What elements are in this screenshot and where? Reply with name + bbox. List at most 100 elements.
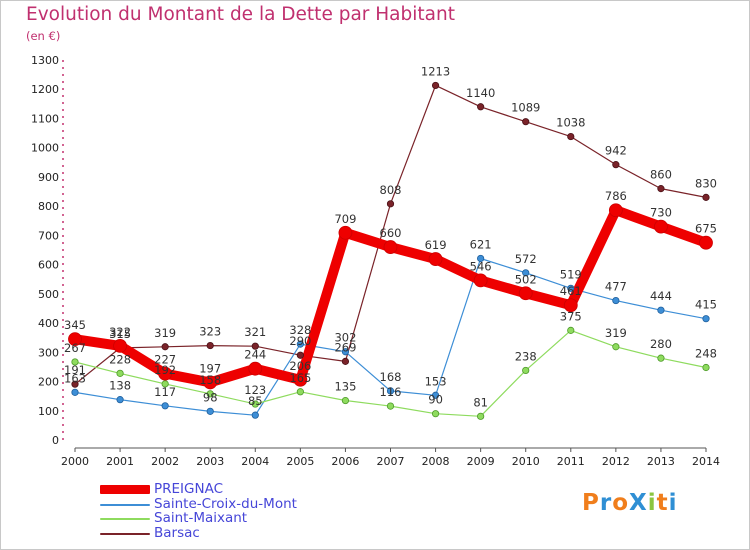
data-point [341, 396, 350, 405]
legend-swatch [100, 503, 150, 506]
data-point [251, 411, 259, 419]
data-point [699, 235, 713, 250]
data-point [522, 118, 530, 126]
logo-letter: r [599, 490, 613, 516]
data-point [522, 366, 530, 375]
data-label: 502 [515, 272, 537, 286]
x-tick-label: 2010 [512, 455, 540, 468]
data-point [71, 388, 79, 396]
data-label: 319 [154, 326, 176, 340]
data-label: 322 [109, 325, 131, 339]
data-point [206, 390, 214, 398]
data-label: 1089 [511, 101, 540, 115]
data-point [68, 332, 82, 347]
data-point [702, 193, 710, 201]
data-label: 321 [244, 325, 266, 339]
data-label: 302 [334, 331, 356, 345]
data-point [341, 348, 350, 356]
data-point [657, 354, 665, 362]
data-point [203, 375, 218, 390]
data-label: 328 [289, 323, 311, 337]
legend-label: PREIGNAC [154, 481, 224, 497]
data-point [383, 240, 398, 254]
data-label: 138 [109, 379, 131, 393]
x-tick-label: 2012 [602, 455, 630, 468]
data-label: 267 [64, 341, 86, 355]
logo-letter: t [656, 490, 669, 516]
data-point [477, 103, 485, 111]
data-point [296, 340, 304, 348]
data-label: 572 [515, 252, 537, 266]
data-label: 81 [473, 395, 488, 409]
data-point [612, 343, 620, 351]
x-tick-label: 2013 [647, 455, 675, 468]
y-tick-label: 1000 [31, 142, 59, 155]
x-tick-label: 2001 [106, 455, 134, 468]
data-labels: 191 315 319 323 321 290 269 808 1213 1140 1089 1038… [64, 64, 717, 409]
data-points [68, 81, 713, 420]
data-point [161, 343, 169, 351]
data-point [567, 284, 575, 292]
data-point [657, 306, 665, 314]
data-label: 197 [199, 361, 221, 375]
x-tick-label: 2006 [331, 455, 359, 468]
legend-swatch [100, 532, 150, 535]
data-label: 244 [244, 348, 266, 362]
data-point [473, 273, 488, 288]
y-tick-label: 1200 [31, 83, 59, 96]
data-label: 153 [425, 374, 447, 388]
data-point [477, 412, 485, 420]
data-label: 315 [109, 327, 131, 341]
data-point [116, 369, 124, 377]
data-label: 135 [334, 380, 356, 394]
y-tick-label: 1300 [31, 54, 59, 67]
x-tick-label: 2004 [241, 455, 269, 468]
data-label: 1140 [466, 86, 495, 100]
data-label: 227 [154, 353, 176, 367]
data-label: 1038 [556, 116, 585, 130]
data-label: 444 [650, 289, 672, 303]
data-label: 192 [154, 363, 176, 377]
data-point [113, 338, 127, 353]
data-point [386, 402, 395, 410]
y-tick-label: 400 [38, 317, 59, 330]
chart-subtitle: (en €) [26, 29, 61, 43]
data-label: 123 [244, 383, 266, 397]
data-point [206, 341, 214, 350]
logo-letter: P [582, 490, 600, 516]
x-tick-label: 2000 [61, 455, 89, 468]
data-point [296, 388, 304, 396]
data-point [296, 351, 304, 359]
logo-letter: X [629, 490, 648, 516]
x-tick-label: 2008 [422, 455, 450, 468]
data-point [158, 366, 173, 381]
data-point [431, 410, 440, 418]
data-label: 319 [605, 326, 627, 340]
y-tick-label: 800 [38, 200, 59, 213]
y-tick-label: 700 [38, 229, 59, 242]
data-point [428, 252, 443, 266]
data-label: 1213 [421, 64, 450, 78]
data-label: 206 [289, 359, 311, 373]
data-label: 191 [64, 363, 86, 377]
data-point [431, 81, 440, 90]
data-point [161, 402, 169, 410]
logo-letter: i [668, 490, 678, 516]
legend-label: Barsac [154, 524, 200, 541]
data-label: 290 [289, 334, 311, 348]
data-label: 675 [695, 222, 717, 236]
y-tick-label: 0 [52, 434, 59, 447]
data-point [608, 203, 623, 218]
data-point [431, 391, 440, 399]
x-tick-label: 2009 [467, 455, 495, 468]
data-label: 461 [560, 284, 582, 298]
data-point [702, 315, 710, 323]
data-label: 546 [470, 259, 492, 273]
data-point [567, 326, 575, 334]
data-label: 168 [380, 370, 402, 384]
data-label: 228 [109, 352, 131, 366]
data-label: 477 [605, 280, 627, 294]
data-label: 415 [695, 298, 717, 312]
data-label: 786 [605, 189, 627, 203]
